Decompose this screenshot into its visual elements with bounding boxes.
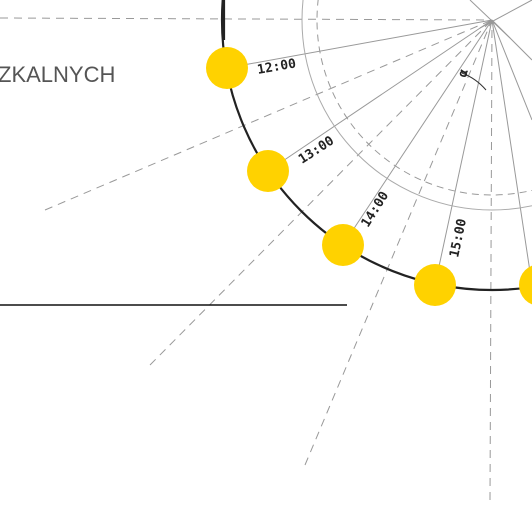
ray [469, 0, 511, 39]
ray [44, 19, 493, 211]
inner-circle [301, 0, 532, 211]
hour-label: 14:00 [359, 189, 393, 230]
sun-path [220, 0, 532, 292]
ray [491, 19, 532, 121]
sun [206, 47, 248, 89]
angle-arc [461, 72, 487, 91]
suns [206, 47, 532, 306]
ray [491, 19, 532, 286]
ray [434, 19, 493, 286]
heading: ZKALNYCH [0, 62, 115, 87]
sun [322, 224, 364, 266]
ray [479, 0, 532, 29]
hour-label: 12:00 [256, 56, 297, 78]
sun [247, 150, 289, 192]
ray [226, 19, 493, 69]
ray [304, 19, 493, 466]
horizon-ray [0, 17, 493, 21]
sun [519, 265, 532, 305]
ray [149, 19, 493, 366]
rays [0, 0, 532, 501]
hour-label: 15:00 [447, 217, 470, 259]
ray [489, 19, 493, 501]
ray [267, 19, 493, 172]
inner-dashed-circle [316, 0, 532, 196]
sun [414, 264, 456, 306]
angle-label: α [455, 67, 472, 79]
ray [342, 19, 493, 246]
